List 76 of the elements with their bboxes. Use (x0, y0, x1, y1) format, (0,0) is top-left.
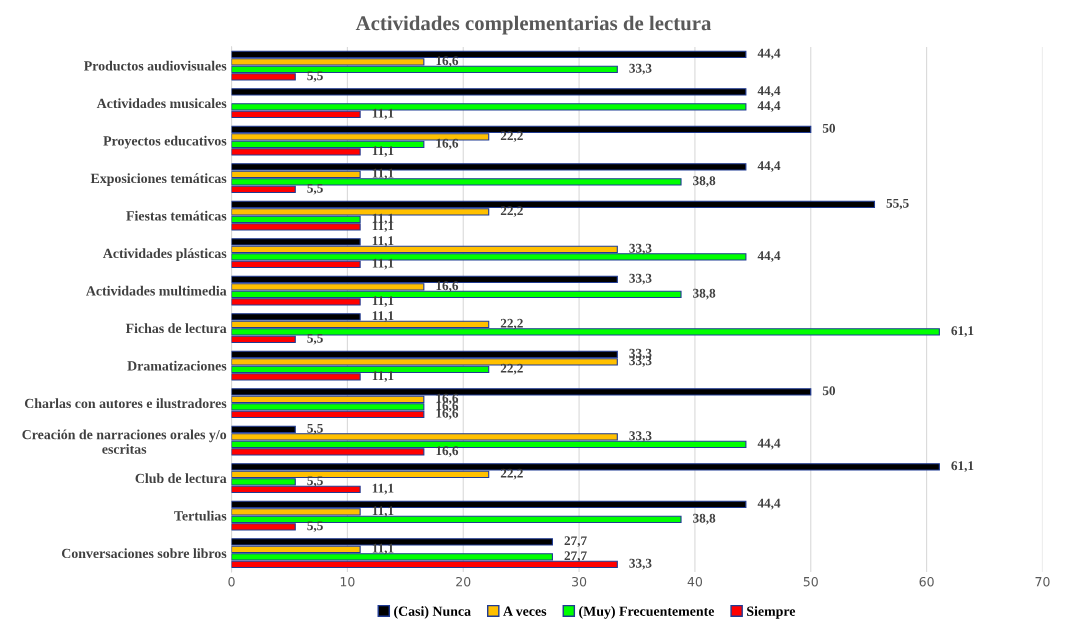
chart-title: Actividades complementarias de lectura (355, 15, 712, 35)
data-label: 5,5 (307, 423, 323, 435)
data-label: 44,4 (757, 101, 781, 113)
data-label: 50 (822, 123, 836, 133)
data-label: 44,4 (757, 498, 781, 510)
data-label: 61,1 (951, 461, 974, 473)
data-label: 16,6 (436, 446, 459, 458)
data-label: 11,1 (372, 146, 394, 158)
data-label: 16,6 (436, 56, 459, 68)
x-tick-label: 10 (340, 576, 355, 587)
y-tick-label: Fiestas temáticas (126, 210, 227, 221)
y-tick-label: Proyectos educativos (103, 135, 227, 149)
data-label: 38,8 (693, 513, 716, 525)
y-tick-label: Actividades multimedia (86, 285, 227, 296)
legend-label: (Casi) Nunca (394, 606, 471, 619)
y-tick-label: Dramatizaciones (127, 360, 227, 371)
data-label: 5,5 (307, 476, 323, 488)
x-tick-label: 30 (572, 576, 587, 587)
y-tick-label: Charlas con autores e ilustradores (24, 398, 227, 409)
bar (231, 88, 747, 96)
data-label: 22,2 (500, 318, 523, 330)
data-label: 11,1 (372, 371, 394, 383)
data-label: 44,4 (757, 48, 781, 60)
data-label: 55,5 (886, 198, 909, 210)
data-label: 11,1 (372, 258, 394, 270)
data-label: 11,1 (372, 168, 394, 180)
y-tick-label: Productos audiovisuales (84, 60, 227, 71)
data-label: 33,3 (629, 431, 652, 443)
data-label: 5,5 (307, 71, 323, 83)
x-tick-label: 0 (228, 576, 235, 587)
legend-label: Siempre (747, 606, 796, 619)
data-label: 22,2 (500, 206, 523, 218)
data-label: 44,4 (757, 86, 781, 98)
x-tick-label: 40 (687, 576, 703, 587)
data-label: 11,1 (372, 506, 394, 518)
data-label: 11,1 (372, 543, 394, 555)
y-tick-label: Conversaciones sobre libros (61, 548, 227, 559)
data-label: 11,1 (372, 108, 394, 120)
data-label: 33,3 (629, 63, 652, 75)
y-tick-label: Tertulias (174, 510, 227, 521)
data-label: 44,4 (757, 161, 781, 173)
y-tick-label: Creación de narraciones orales y/o escritas (22, 429, 227, 454)
data-label: 44,4 (757, 251, 781, 263)
data-label: 33,3 (629, 558, 652, 570)
data-label: 16,6 (436, 138, 459, 150)
data-label: 11,1 (372, 483, 394, 495)
x-tick-label: 20 (456, 576, 471, 587)
data-label: 11,1 (372, 236, 394, 248)
data-label: 5,5 (307, 521, 323, 533)
legend-label: A veces (503, 606, 547, 616)
data-label: 50 (822, 386, 836, 396)
data-label: 33,3 (629, 243, 652, 255)
data-label: 11,1 (372, 296, 394, 308)
data-label: 38,8 (693, 176, 716, 188)
y-tick-label: Club de lectura (135, 473, 227, 484)
y-tick-label: Actividades plásticas (102, 248, 227, 261)
data-label: 27,7 (564, 536, 587, 548)
legend-label: (Muy) Frecuentemente (579, 606, 715, 619)
data-label: 33,3 (629, 273, 652, 285)
data-label: 16,6 (436, 281, 459, 293)
data-label: 38,8 (693, 288, 716, 300)
data-label: 11,1 (372, 311, 394, 323)
data-label: 5,5 (307, 333, 323, 345)
data-label: 61,1 (951, 326, 974, 338)
x-tick-label: 60 (919, 576, 934, 587)
y-tick-label: Actividades musicales (96, 98, 227, 109)
x-tick-label: 50 (803, 576, 818, 587)
data-label: 22,2 (500, 363, 523, 375)
y-tick-label: Exposiciones temáticas (90, 173, 227, 186)
data-label: 22,2 (500, 131, 523, 143)
data-label: 22,2 (500, 468, 523, 480)
y-tick-label: Fichas de lectura (125, 323, 227, 334)
data-label: 27,7 (564, 551, 587, 563)
data-label: 44,4 (757, 438, 781, 450)
x-tick-label: 70 (1035, 576, 1050, 587)
data-label: 5,5 (307, 183, 323, 195)
